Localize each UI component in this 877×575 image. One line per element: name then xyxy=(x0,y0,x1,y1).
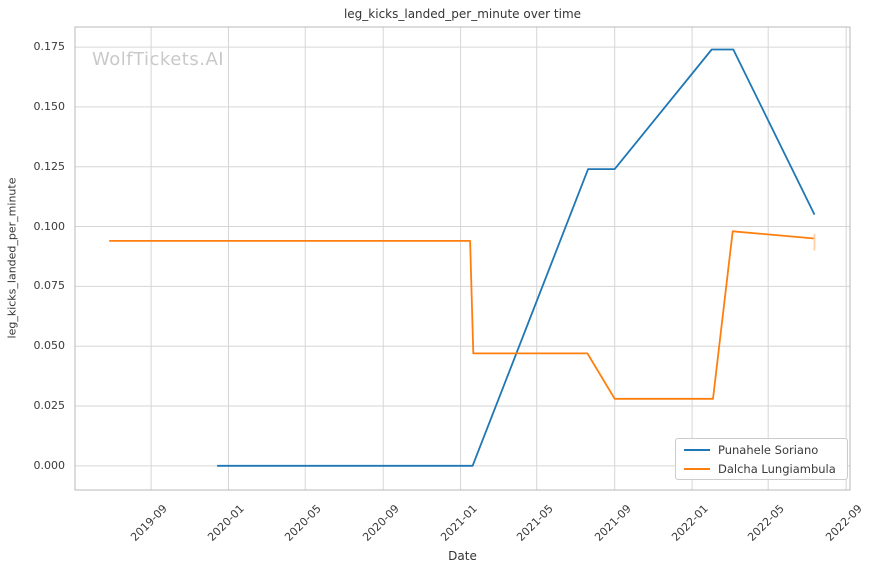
legend: Punahele Soriano Dalcha Lungiambula xyxy=(675,438,848,480)
legend-line-swatch-blue xyxy=(684,448,710,451)
axes-frame xyxy=(74,26,851,491)
legend-line-swatch-orange xyxy=(684,467,710,470)
legend-label: Punahele Soriano xyxy=(718,442,819,457)
y-tick-label: 0.100 xyxy=(33,219,66,233)
x-axis-label: Date xyxy=(448,549,477,563)
y-tick-label: 0.000 xyxy=(33,458,66,472)
series-line-punahele-soriano xyxy=(217,48,816,467)
y-tick-label: 0.025 xyxy=(33,399,66,412)
y-tick-label: 0.075 xyxy=(33,279,66,293)
series-line-dalcha-lungiambula xyxy=(109,230,815,400)
legend-item-dalcha-lungiambula: Dalcha Lungiambula xyxy=(684,462,839,476)
watermark: WolfTickets.AI xyxy=(92,49,225,70)
legend-item-punahele-soriano: Punahele Soriano xyxy=(684,443,839,457)
y-tick-label: 0.125 xyxy=(33,159,66,173)
legend-label: Dalcha Lungiambula xyxy=(718,461,836,476)
y-tick-label: 0.175 xyxy=(33,40,66,54)
chart-title: leg_kicks_landed_per_minute over time xyxy=(343,7,582,21)
y-tick-label: 0.150 xyxy=(33,99,66,113)
y-axis-label: leg_kicks_landed_per_minute xyxy=(5,177,19,339)
y-tick-label: 0.050 xyxy=(33,339,66,353)
